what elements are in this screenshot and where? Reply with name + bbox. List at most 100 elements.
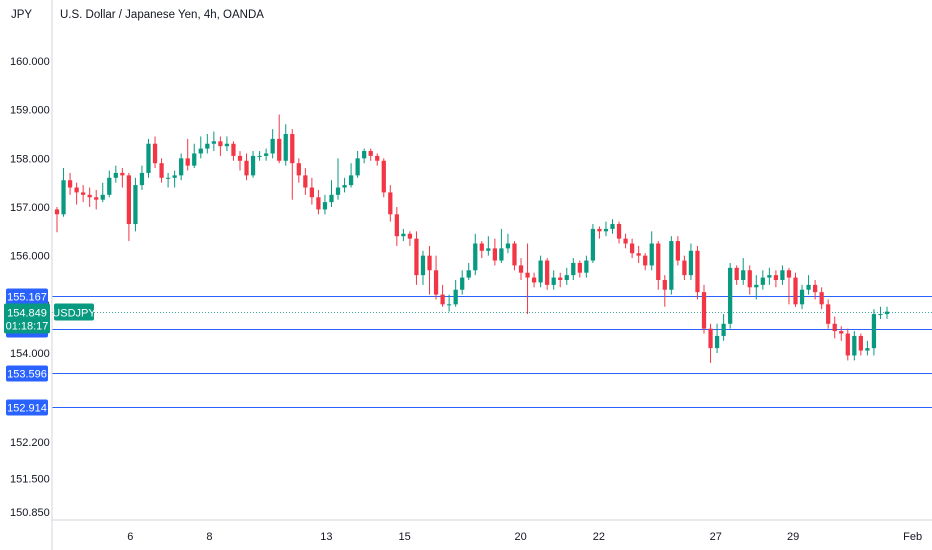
y-tick-label: 159.000 <box>10 105 50 117</box>
y-tick-label: 158.000 <box>10 153 50 165</box>
candle-body <box>623 238 628 244</box>
candle-body <box>662 280 667 290</box>
candle-body <box>819 292 824 305</box>
candle-body <box>734 267 739 280</box>
x-tick-label: 6 <box>127 531 133 543</box>
candle-body <box>845 333 850 356</box>
candle-body <box>270 138 275 154</box>
candle-body <box>832 323 837 332</box>
candle-body <box>564 275 569 280</box>
candle-body <box>401 233 406 237</box>
candle-body <box>126 175 132 225</box>
candle-body <box>231 143 236 156</box>
level-price-label: 155.167 <box>7 292 47 304</box>
candle-body <box>420 255 426 276</box>
candle-body <box>159 163 164 178</box>
candle-body <box>165 177 171 179</box>
candle-body <box>460 277 465 290</box>
candle-body <box>192 153 197 166</box>
level-price-label: 152.914 <box>7 403 47 415</box>
candle-body <box>636 253 641 256</box>
candle-body <box>728 267 733 324</box>
candle-body <box>172 175 177 178</box>
candle-body <box>531 277 537 283</box>
candle-body <box>695 250 700 293</box>
candle-body <box>152 143 158 164</box>
candle-body <box>505 243 511 249</box>
candle-body <box>656 243 661 280</box>
candle-body <box>309 187 315 198</box>
x-tick-label: 8 <box>206 531 212 543</box>
candle-body <box>113 172 118 178</box>
candle-body <box>754 284 759 288</box>
level-price-tag <box>6 399 48 416</box>
candle-body <box>714 335 720 349</box>
candle-body <box>296 163 301 176</box>
candle-body <box>61 180 66 215</box>
candle-body <box>786 270 792 278</box>
candle-body <box>518 265 524 273</box>
price-labels: 155.167154.497153.596152.914154.84901:18… <box>4 288 96 416</box>
candle-body <box>643 255 648 266</box>
candle-body <box>486 248 491 251</box>
candle-body <box>499 248 504 261</box>
symbol-tag <box>54 303 94 321</box>
chart-title: U.S. Dollar / Japanese Yen, 4h, OANDA <box>60 9 264 21</box>
candle-body <box>597 228 602 232</box>
symbol-label: USDJPY <box>52 308 96 320</box>
current-price-label: 154.849 <box>7 308 47 320</box>
x-tick-label: 27 <box>710 531 722 543</box>
y-tick-label: 150.850 <box>10 507 50 519</box>
y-tick-label: 160.000 <box>10 56 50 68</box>
candle-body <box>492 248 497 261</box>
candle-body <box>316 197 321 210</box>
candle-body <box>793 277 798 305</box>
candle-body <box>571 262 576 276</box>
candle-body <box>865 348 870 351</box>
candle-body <box>760 277 765 285</box>
candle-body <box>616 224 622 239</box>
candle-body <box>858 335 863 351</box>
candle-body <box>440 294 445 305</box>
candle-body <box>806 284 811 290</box>
candle-body <box>348 175 354 186</box>
candle-body <box>545 260 550 285</box>
candle-body <box>283 134 288 161</box>
candle-body <box>852 335 857 356</box>
candle-body <box>107 177 112 195</box>
candle-body <box>198 148 203 154</box>
candle-body <box>133 185 138 225</box>
candle-body <box>329 194 334 203</box>
candle-body <box>179 158 184 176</box>
candle-body <box>335 187 341 195</box>
candle-body <box>205 143 210 149</box>
candle-body <box>264 153 269 156</box>
candle-body <box>649 243 654 266</box>
candle-body <box>708 328 713 349</box>
candle-body <box>479 243 484 251</box>
candle-body <box>224 143 230 147</box>
candle-body <box>741 270 746 280</box>
candle-body <box>433 270 439 295</box>
candle-body <box>603 228 609 232</box>
candle-body <box>773 275 779 280</box>
candle-body <box>682 260 687 276</box>
countdown-label: 01:18:17 <box>6 321 49 333</box>
candle-body <box>100 194 105 200</box>
candle-body <box>669 241 674 290</box>
x-tick-label: Feb <box>903 531 922 543</box>
candle-body <box>120 172 125 176</box>
candle-body <box>218 141 223 147</box>
candle-body <box>381 160 386 193</box>
level-price-tag <box>6 288 48 305</box>
candle-body <box>590 228 596 261</box>
candle-body <box>139 172 145 186</box>
candle-body <box>512 243 517 266</box>
candle-body <box>551 277 556 285</box>
candle-body <box>610 224 615 229</box>
y-tick-label: 157.000 <box>10 202 50 214</box>
candle-body <box>629 243 635 254</box>
x-tick-label: 29 <box>787 531 799 543</box>
candle-body <box>146 143 151 173</box>
